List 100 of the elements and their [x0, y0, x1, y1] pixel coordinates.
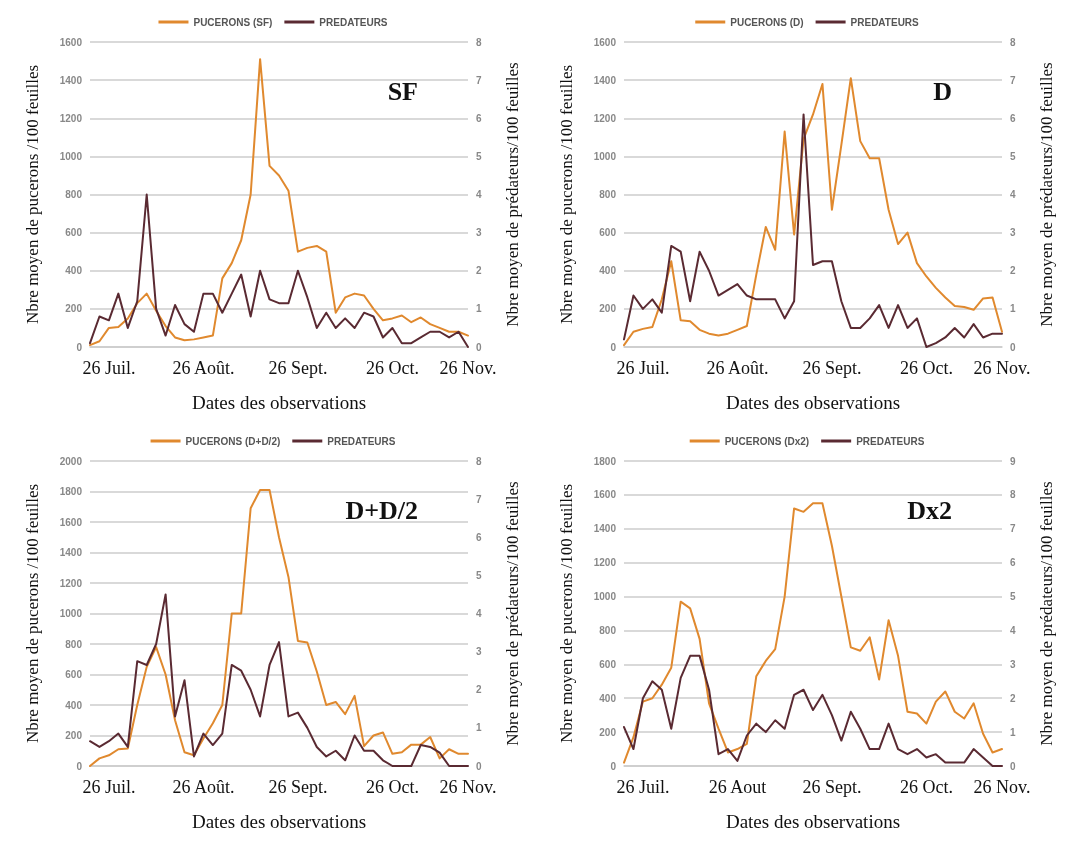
- y2-tick-label: 7: [1010, 523, 1016, 535]
- annotation: D+D/2: [345, 495, 418, 525]
- x-tick-label: 26 Oct.: [899, 777, 953, 797]
- x-tick-label: 26 Nov.: [973, 777, 1031, 797]
- x-tick-label: 26 Juil.: [82, 358, 136, 378]
- y2-tick-label: 2: [476, 684, 482, 696]
- y2-tick-label: 0: [476, 760, 482, 772]
- y-tick-label: 1600: [59, 516, 83, 528]
- y-tick-label: 800: [599, 624, 617, 636]
- y-axis-title: Nbre moyen de pucerons /100 feuilles: [556, 483, 576, 744]
- x-axis-title: Dates des observations: [191, 811, 367, 832]
- legend-label: PUCERONS (SF): [193, 16, 273, 28]
- y-tick-label: 1000: [59, 150, 83, 162]
- y-tick-label: 1000: [59, 608, 83, 619]
- y2-tick-label: 2: [1010, 692, 1016, 704]
- y2-tick-label: 3: [1010, 227, 1016, 239]
- y2-tick-label: 8: [1010, 489, 1016, 501]
- y-tick-label: 0: [76, 341, 83, 353]
- y-tick-label: 0: [610, 341, 617, 353]
- y-tick-label: 400: [65, 699, 83, 711]
- y-tick-label: 1400: [593, 74, 617, 86]
- line-series: [89, 488, 469, 767]
- line-series: [623, 502, 1003, 764]
- y2-tick-label: 4: [1010, 189, 1016, 200]
- x-tick-label: 26 Nov.: [973, 358, 1031, 378]
- x-tick-label: 26 Août.: [706, 358, 769, 378]
- y-tick-label: 1600: [593, 36, 617, 48]
- legend-label: PUCERONS (Dx2): [724, 435, 810, 447]
- y-tick-label: 0: [76, 760, 83, 772]
- line-series: [89, 593, 469, 767]
- x-tick-label: 26 Nov.: [439, 777, 497, 797]
- y2-tick-label: 0: [1010, 341, 1016, 353]
- y2-tick-label: 5: [476, 150, 482, 162]
- legend-label: PREDATEURS: [856, 435, 925, 447]
- y-axis-title: Nbre moyen de pucerons /100 feuilles: [22, 483, 42, 744]
- y2-tick-label: 3: [1010, 658, 1016, 670]
- y2-tick-label: 7: [1010, 74, 1016, 86]
- y2-tick-label: 6: [476, 531, 482, 543]
- y2-axis-title: Nbre moyen de prédateurs/100 feuilles: [1036, 481, 1056, 746]
- y2-tick-label: 7: [476, 493, 482, 505]
- y2-tick-label: 8: [1010, 36, 1016, 48]
- y-tick-label: 800: [65, 638, 83, 650]
- y-tick-label: 1400: [593, 523, 617, 535]
- line-series: [89, 58, 469, 347]
- y-tick-label: 600: [65, 669, 83, 680]
- y-tick-label: 800: [599, 189, 617, 200]
- y2-tick-label: 8: [476, 455, 482, 467]
- y-tick-label: 1600: [593, 489, 617, 501]
- y2-tick-label: 1: [1010, 726, 1016, 738]
- legend-label: PREDATEURS: [319, 16, 388, 28]
- y2-tick-label: 0: [1010, 760, 1016, 772]
- y-tick-label: 800: [65, 189, 83, 200]
- y-tick-label: 1200: [593, 557, 617, 569]
- y2-tick-label: 3: [476, 646, 482, 658]
- y2-tick-label: 7: [476, 74, 482, 86]
- annotation: SF: [387, 76, 418, 106]
- y-tick-label: 0: [610, 760, 617, 772]
- x-tick-label: 26 Sept.: [268, 358, 328, 378]
- y2-tick-label: 4: [476, 608, 482, 619]
- line-series: [89, 193, 469, 348]
- x-tick-label: 26 Oct.: [365, 777, 419, 797]
- x-tick-label: 26 Août.: [172, 777, 235, 797]
- x-tick-label: 26 Sept.: [802, 777, 862, 797]
- legend-label: PUCERONS (D+D/2): [185, 435, 281, 447]
- x-tick-label: 26 Juil.: [616, 358, 670, 378]
- y2-tick-label: 2: [476, 265, 482, 277]
- y2-tick-label: 6: [1010, 112, 1016, 124]
- y2-tick-label: 5: [1010, 591, 1016, 603]
- y-tick-label: 200: [65, 730, 83, 741]
- y2-tick-label: 1: [1010, 303, 1016, 315]
- y2-tick-label: 5: [476, 569, 482, 581]
- y2-tick-label: 1: [476, 722, 482, 734]
- y-tick-label: 2000: [59, 455, 83, 467]
- y2-tick-label: 4: [476, 189, 482, 200]
- y-tick-label: 400: [599, 265, 617, 277]
- y-tick-label: 1200: [593, 112, 617, 124]
- y-axis-title: Nbre moyen de pucerons /100 feuilles: [556, 64, 576, 325]
- y2-axis-title: Nbre moyen de prédateurs/100 feuilles: [502, 62, 522, 327]
- line-series: [623, 654, 1003, 767]
- x-tick-label: 26 Nov.: [439, 358, 497, 378]
- y-tick-label: 400: [599, 692, 617, 704]
- y-tick-label: 1800: [593, 455, 617, 467]
- y2-tick-label: 3: [476, 227, 482, 239]
- y-tick-label: 1600: [59, 36, 83, 48]
- legend-label: PREDATEURS: [327, 435, 396, 447]
- x-tick-label: 26 Juil.: [82, 777, 136, 797]
- x-tick-label: 26 Oct.: [899, 358, 953, 378]
- y2-axis-title: Nbre moyen de prédateurs/100 feuilles: [502, 481, 522, 746]
- x-tick-label: 26 Oct.: [365, 358, 419, 378]
- y-tick-label: 1200: [59, 112, 83, 124]
- y2-axis-title: Nbre moyen de prédateurs/100 feuilles: [1036, 62, 1056, 327]
- y2-tick-label: 5: [1010, 150, 1016, 162]
- x-axis-title: Dates des observations: [191, 392, 367, 413]
- y2-tick-label: 6: [476, 112, 482, 124]
- y2-tick-label: 4: [1010, 624, 1016, 636]
- y2-tick-label: 2: [1010, 265, 1016, 277]
- y-tick-label: 600: [65, 227, 83, 239]
- annotation: D: [933, 76, 952, 106]
- x-axis-title: Dates des observations: [725, 392, 901, 413]
- x-tick-label: 26 Sept.: [268, 777, 328, 797]
